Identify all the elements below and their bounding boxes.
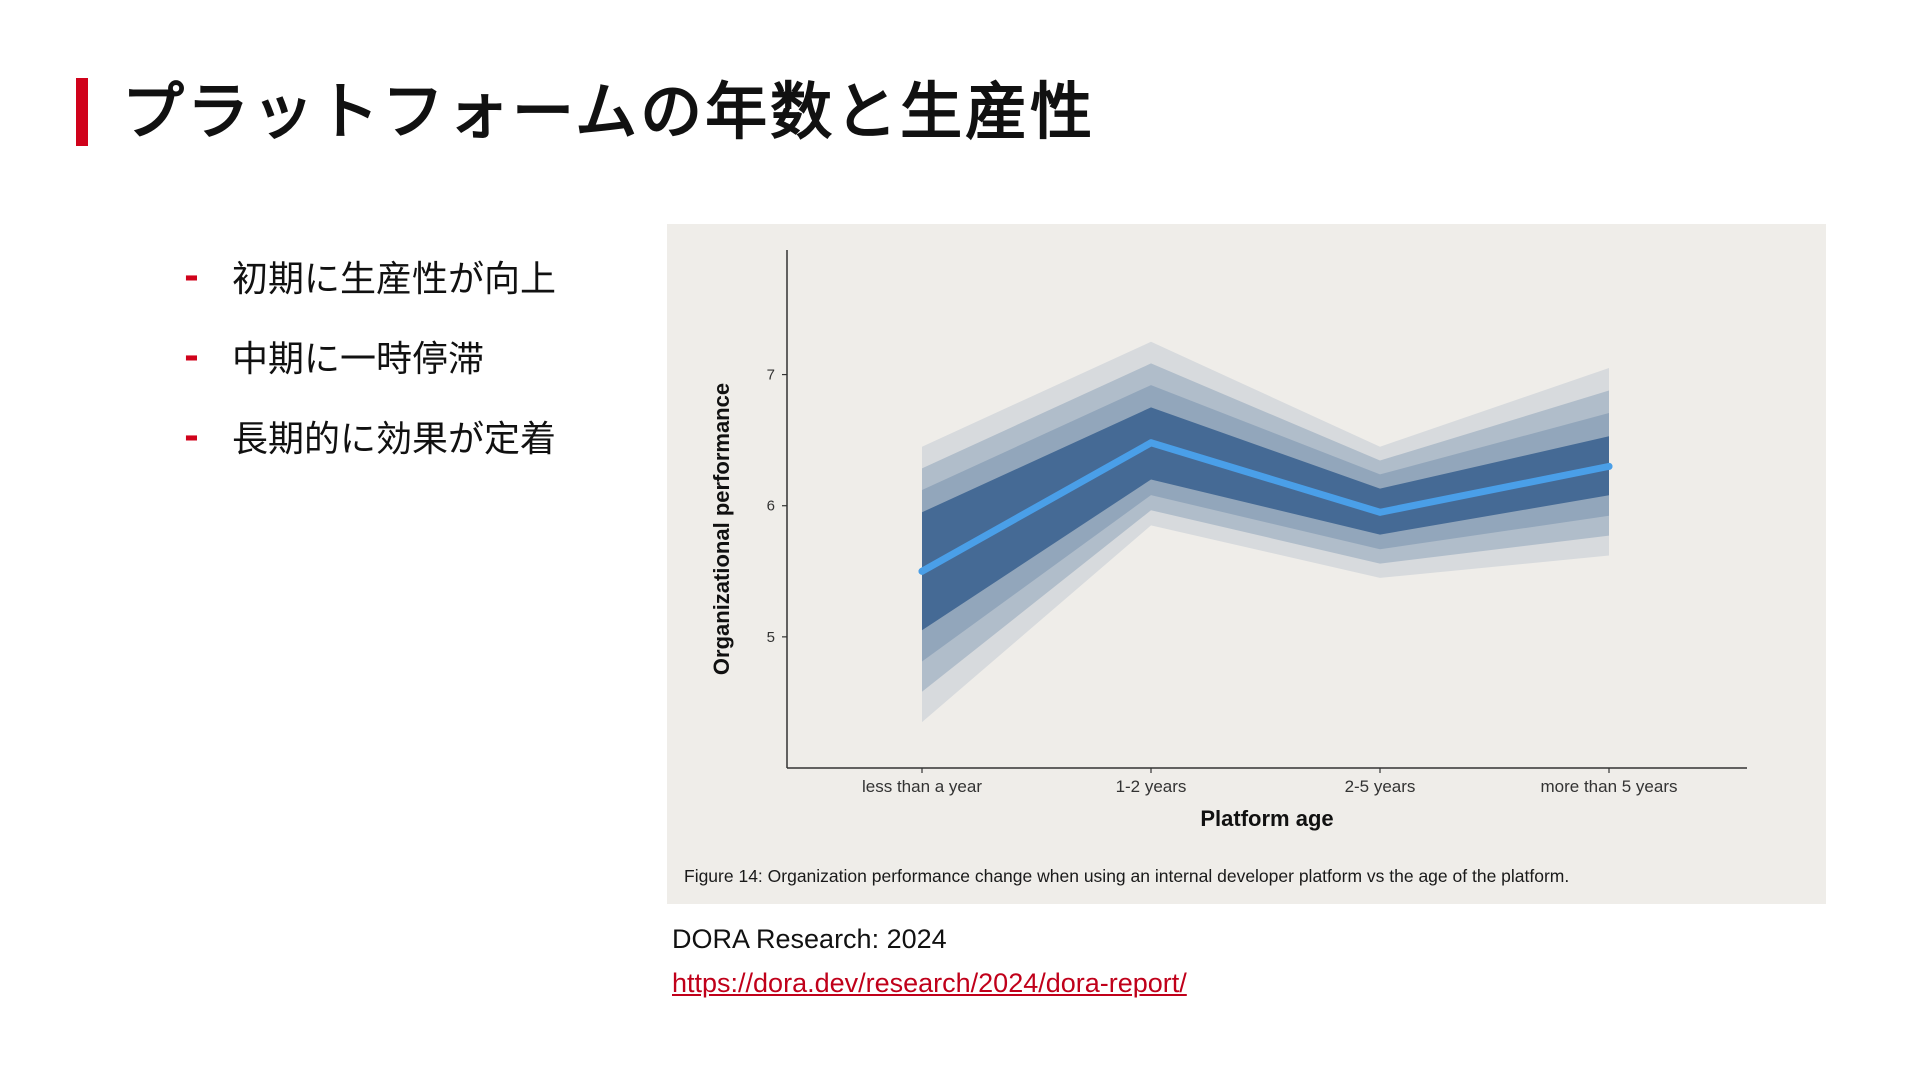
y-tick-label: 7 xyxy=(767,367,775,384)
bullet-text: 初期に生産性が向上 xyxy=(232,259,557,300)
figure-caption: Figure 14: Organization performance chan… xyxy=(684,866,1570,886)
title-accent-bar xyxy=(76,78,88,146)
bullet-marker: - xyxy=(184,255,199,297)
x-axis-label: Platform age xyxy=(1200,806,1333,831)
chart-figure: 5 6 7 less than a year 1-2 years 2-5 years mor… xyxy=(667,224,1826,904)
x-tick-label: 1-2 years xyxy=(1116,777,1187,796)
series-point xyxy=(1147,439,1155,447)
series-point xyxy=(1376,508,1384,516)
bullet-marker: - xyxy=(184,335,199,377)
source-label: DORA Research: 2024 xyxy=(672,924,947,954)
y-tick-label: 5 xyxy=(767,629,775,646)
x-tick-label: less than a year xyxy=(862,777,982,796)
slide-title: プラットフォームの年数と生産性 xyxy=(122,75,1096,148)
x-tick-label: more than 5 years xyxy=(1540,777,1677,796)
series-point xyxy=(1605,462,1613,470)
line-chart: 5 6 7 less than a year 1-2 years 2-5 years mor… xyxy=(709,250,1747,831)
bullet-item: - 長期的に効果が定着 xyxy=(184,396,556,476)
x-tick-label: 2-5 years xyxy=(1345,777,1416,796)
series-point xyxy=(918,567,926,575)
y-axis-label: Organizational performance xyxy=(709,383,734,675)
bullet-item: - 初期に生産性が向上 xyxy=(184,236,556,316)
bullet-text: 長期的に効果が定着 xyxy=(232,419,557,460)
bullet-list: - 初期に生産性が向上 - 中期に一時停滞 - 長期的に効果が定着 xyxy=(184,236,556,476)
uncertainty-band-inner xyxy=(922,407,1609,631)
source-link[interactable]: https://dora.dev/research/2024/dora-repo… xyxy=(672,968,1187,998)
bullet-item: - 中期に一時停滞 xyxy=(184,316,556,396)
series-line xyxy=(918,439,1613,575)
y-tick-label: 6 xyxy=(767,498,775,515)
bullet-text: 中期に一時停滞 xyxy=(232,339,485,380)
bullet-marker: - xyxy=(184,415,199,457)
